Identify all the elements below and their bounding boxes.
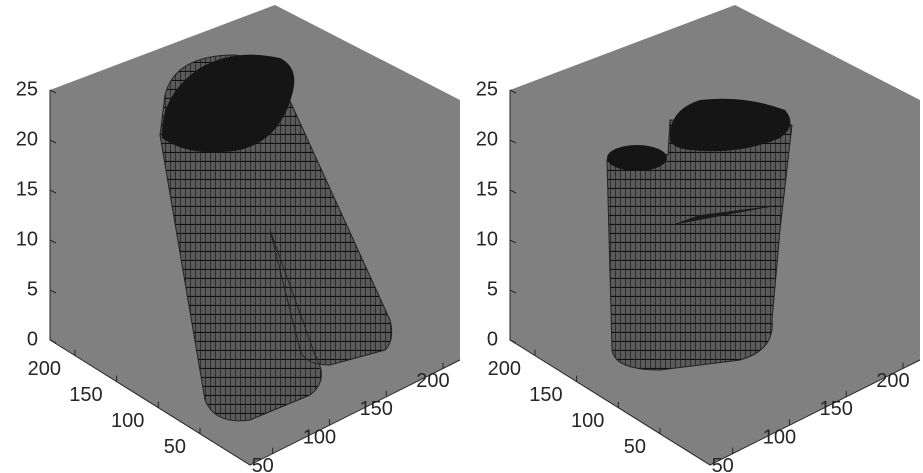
x-tick-label: 200 [876, 370, 909, 392]
z-tick-label: 0 [487, 328, 498, 350]
figure: 0 5 10 15 20 25 50 100 150 200 50 100 150 200 0 5 10 15 20… [0, 0, 923, 473]
z-tick-label: 20 [476, 128, 498, 150]
z-tick-label: 5 [27, 278, 38, 300]
y-tick-label: 150 [529, 384, 562, 406]
x-tick-label: 50 [712, 455, 734, 473]
x-tick-label: 150 [820, 398, 853, 420]
z-tick-label: 15 [16, 178, 38, 200]
z-tick-label: 10 [16, 228, 38, 250]
z-tick-label: 10 [476, 228, 498, 250]
x-tick-label: 50 [252, 455, 274, 473]
z-tick-label: 5 [487, 278, 498, 300]
z-tick-label: 25 [16, 78, 38, 100]
x-tick-label: 200 [416, 370, 449, 392]
z-tick-label: 25 [476, 78, 498, 100]
y-tick-label: 200 [28, 358, 61, 380]
y-tick-label: 100 [571, 410, 604, 432]
y-tick-label: 100 [111, 410, 144, 432]
y-tick-label: 150 [69, 384, 102, 406]
y-tick-label: 200 [488, 358, 521, 380]
z-tick-label: 20 [16, 128, 38, 150]
z-tick-label: 0 [27, 328, 38, 350]
x-tick-label: 100 [303, 427, 336, 449]
y-tick-label: 50 [624, 436, 646, 458]
y-tick-label: 50 [164, 436, 186, 458]
z-tick-label: 15 [476, 178, 498, 200]
x-tick-label: 150 [360, 398, 393, 420]
x-tick-label: 100 [763, 427, 796, 449]
